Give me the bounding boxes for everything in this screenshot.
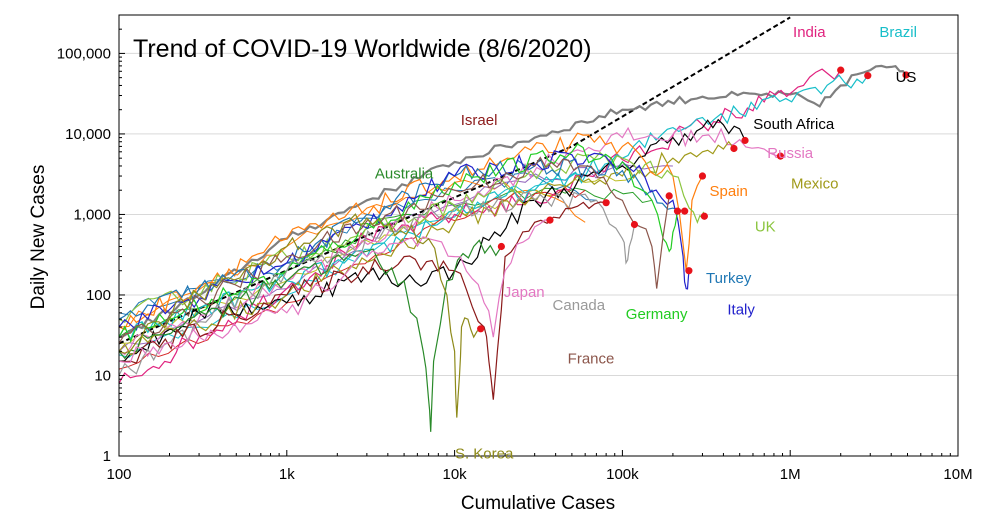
series-line-israel [118,201,607,400]
series-label-uk: UK [755,219,776,236]
x-tick-label: 1M [780,466,801,483]
series-label-turkey: Turkey [706,270,752,287]
plot-frame [118,14,959,457]
series-label-india: India [793,24,826,41]
series-label-south-africa: South Africa [753,116,835,133]
series-label-s-korea: S. Korea [455,446,514,463]
x-axis-title: Cumulative Cases [461,493,615,514]
series-labels: US India Brazil South Africa Russia Mexico Spa… [375,24,917,463]
series-label-australia: Australia [375,165,434,182]
series-end-markers [477,66,910,333]
series-label-italy: Italy [727,302,755,319]
series-lines [118,64,907,432]
series-label-france: France [568,351,615,368]
series-label-japan: Japan [504,284,545,301]
y-tick-labels: 1 10 100 1,000 10,000 100,000 [57,45,111,465]
series-label-germany: Germany [626,306,688,323]
x-tick-label: 10M [943,466,972,483]
x-tick-label: 100 [106,466,131,483]
series-end-marker-australia [497,242,505,251]
series-end-marker-turkey [681,207,689,215]
series-line-canada [118,191,636,376]
series-end-marker-south-africa [741,136,749,145]
axis-ticks [118,14,959,457]
series-line-australia [118,239,502,432]
series-label-mexico: Mexico [791,176,839,193]
series-line-s-korea [118,213,482,418]
chart-title: Trend of COVID-19 Worldwide (8/6/2020) [133,35,592,63]
series-label-canada: Canada [553,297,606,314]
series-label-spain: Spain [710,183,748,200]
series-end-marker-uk [700,212,708,220]
series-end-marker-canada [630,220,639,229]
series-end-marker-india [837,66,845,74]
y-axis-title: Daily New Cases [28,165,49,310]
series-end-marker-japan [546,216,554,224]
series-end-marker-russia [776,152,785,160]
y-tick-label: 1 [103,448,111,465]
x-tick-labels: 100 1k 10k 100k 1M 10M [106,466,972,483]
reference-line [118,16,791,345]
x-tick-label: 100k [606,466,639,483]
series-label-israel: Israel [461,112,498,129]
series-end-marker-spain [698,172,707,180]
y-tick-label: 1,000 [73,206,111,223]
series-label-russia: Russia [767,145,814,162]
x-tick-label: 10k [443,466,468,483]
series-line-uk [118,151,705,323]
series-end-marker-us [902,71,910,79]
exponential-reference-line [118,16,791,345]
series-end-marker-france [665,192,673,200]
y-tick-label: 10,000 [65,126,111,143]
x-tick-label: 1k [279,466,295,483]
background-trajectory-line [118,173,586,358]
series-end-marker-mexico [730,144,738,153]
series-end-marker-brazil [864,72,872,80]
series-end-marker-israel [602,199,610,207]
series-line-japan [118,219,550,363]
series-label-brazil: Brazil [879,24,917,41]
series-line-germany [118,143,679,343]
y-tick-label: 10 [94,367,111,384]
series-line-turkey [118,157,685,320]
series-line-spain [118,132,704,331]
series-end-marker-italy [685,267,693,275]
series-label-us: US [896,69,917,86]
series-end-marker-s-korea [477,325,485,333]
series-line-france [118,156,670,344]
y-tick-label: 100,000 [57,45,111,62]
series-end-marker-germany [673,207,682,215]
y-tick-label: 100 [86,287,111,304]
